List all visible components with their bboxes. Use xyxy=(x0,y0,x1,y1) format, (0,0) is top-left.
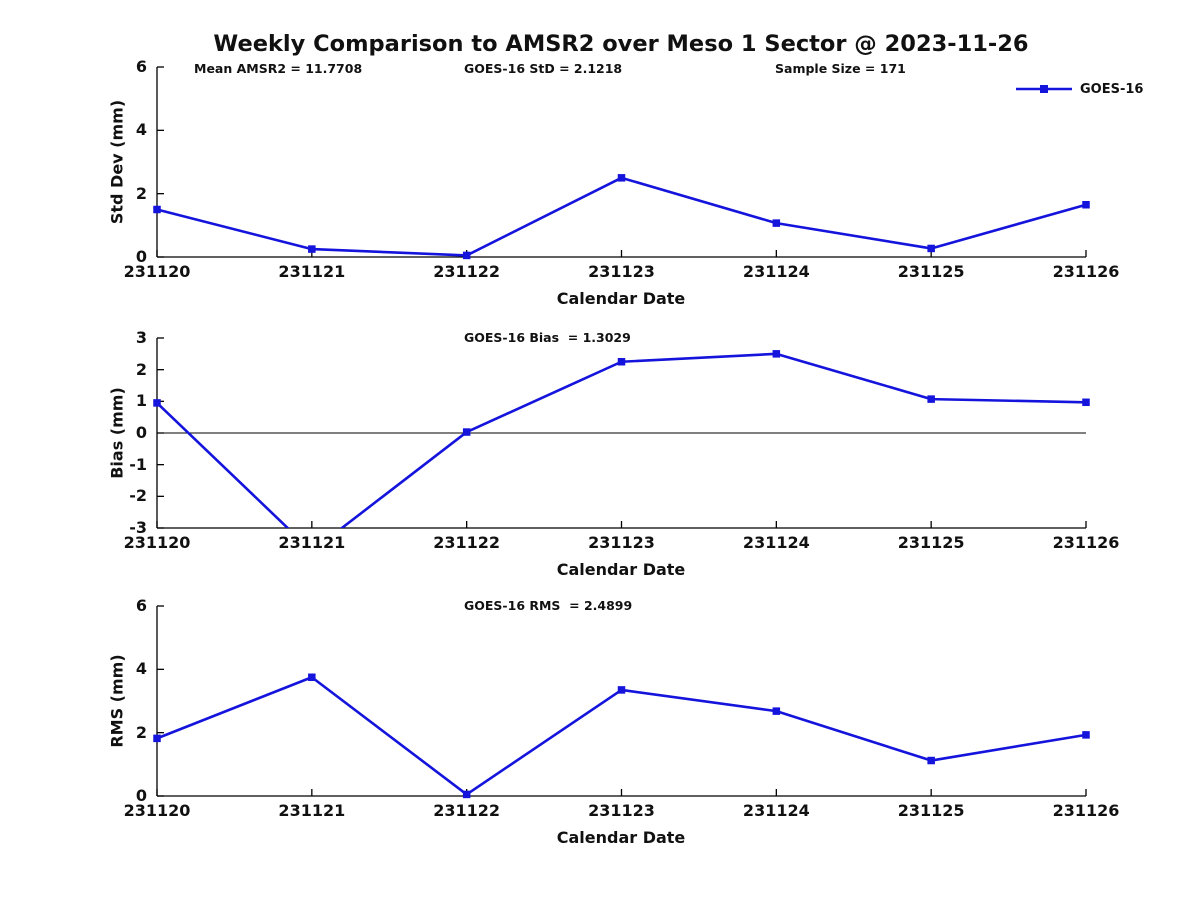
axis xyxy=(156,605,1087,797)
data-point-marker xyxy=(153,734,161,743)
data-point-marker xyxy=(1082,201,1090,209)
x-tick-label: 231122 xyxy=(433,533,501,552)
stddev-y-axis-label: Std Dev (mm) xyxy=(107,99,127,225)
data-point-marker xyxy=(617,358,626,366)
y-tick-label: 0 xyxy=(135,786,147,805)
x-tick-label: 231123 xyxy=(588,801,655,820)
y-tick-label: 4 xyxy=(135,659,147,679)
legend-label: GOES-16 xyxy=(1080,81,1144,97)
data-point-marker xyxy=(772,707,781,715)
stat-goes16-std: GOES-16 StD = 2.1218 xyxy=(464,61,623,76)
y-tick-label: 3 xyxy=(135,328,147,347)
x-tick-label: 231124 xyxy=(742,533,810,552)
bias-annotation: GOES-16 Bias = 1.3029 xyxy=(464,330,631,345)
data-line xyxy=(155,176,1088,257)
data-point-marker xyxy=(772,219,781,227)
x-tick-label: 231126 xyxy=(1052,533,1120,552)
y-tick-label: -3 xyxy=(129,518,147,537)
stat-mean-amsr2: Mean AMSR2 = 11.7708 xyxy=(194,61,363,76)
axis xyxy=(156,66,1087,258)
x-tick-label: 231120 xyxy=(123,533,191,552)
x-tick-label: 231120 xyxy=(123,801,191,820)
data-point-marker xyxy=(462,428,471,436)
bias-x-axis-label: Calendar Date xyxy=(556,560,686,579)
data-point-markers xyxy=(153,350,1090,436)
legend: GOES-16 xyxy=(1016,81,1144,97)
x-tick-label: 231122 xyxy=(433,801,501,820)
y-tick-label: 6 xyxy=(135,57,147,76)
data-point-marker xyxy=(153,205,161,214)
y-tick-label: 2 xyxy=(135,359,147,379)
data-point-marker xyxy=(153,399,161,407)
data-point-marker xyxy=(927,395,935,403)
y-tick-label: 0 xyxy=(135,247,147,266)
stat-sample-size: Sample Size = 171 xyxy=(775,61,906,76)
data-point-marker xyxy=(617,686,626,694)
x-tick-label: 231125 xyxy=(897,262,965,281)
data-point-marker xyxy=(927,244,935,253)
data-point-marker xyxy=(308,673,316,681)
data-point-marker xyxy=(772,350,781,358)
data-line xyxy=(155,675,1088,796)
data-point-marker xyxy=(462,790,471,799)
y-tick-label: 2 xyxy=(135,722,147,742)
data-point-marker xyxy=(1082,731,1090,739)
rms-x-axis-label: Calendar Date xyxy=(556,828,686,847)
data-point-marker xyxy=(308,245,316,253)
x-tick-label: 231122 xyxy=(433,262,501,281)
x-tick-label: 231123 xyxy=(588,533,655,552)
data-point-marker xyxy=(1082,398,1090,407)
y-tick-label: 1 xyxy=(135,391,147,411)
y-tick-label: 4 xyxy=(135,120,147,140)
y-tick-label: 6 xyxy=(135,596,147,615)
x-tick-label: 231120 xyxy=(123,262,191,281)
rms-annotation: GOES-16 RMS = 2.4899 xyxy=(464,598,633,613)
x-tick-label: 231123 xyxy=(588,262,655,281)
figure-title: Weekly Comparison to AMSR2 over Meso 1 S… xyxy=(213,31,1029,57)
x-tick-label: 231124 xyxy=(742,801,810,820)
x-tick-label: 231126 xyxy=(1052,262,1120,281)
x-tick-label: 231121 xyxy=(278,262,346,281)
data-point-markers xyxy=(153,174,1090,260)
data-point-markers xyxy=(153,673,1090,799)
data-point-marker xyxy=(927,756,935,765)
legend-line-sample-icon xyxy=(1016,85,1072,93)
x-tick-label: 231125 xyxy=(897,533,965,552)
x-tick-label: 231121 xyxy=(278,533,346,552)
y-tick-label: -1 xyxy=(129,454,147,474)
data-point-marker xyxy=(462,251,471,260)
data-line xyxy=(155,352,1088,528)
x-tick-label: 231124 xyxy=(742,262,810,281)
x-tick-label: 231121 xyxy=(278,801,346,820)
y-tick-label: 2 xyxy=(135,183,147,203)
x-tick-label: 231125 xyxy=(897,801,965,820)
data-point-marker xyxy=(617,174,626,182)
x-tick-label: 231126 xyxy=(1052,801,1120,820)
y-tick-label: 0 xyxy=(135,423,147,442)
axis xyxy=(156,337,1087,529)
stddev-x-axis-label: Calendar Date xyxy=(556,289,686,308)
y-tick-label: -2 xyxy=(129,486,147,506)
